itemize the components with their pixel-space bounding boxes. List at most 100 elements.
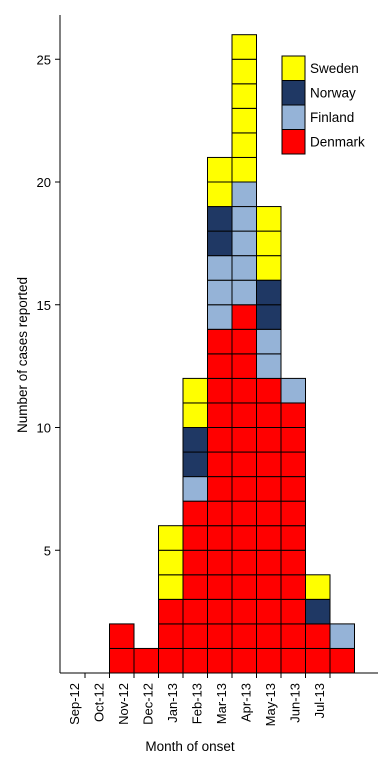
case-box-denmark-apr-13	[256, 451, 282, 478]
case-box-denmark-mar-13	[231, 476, 257, 502]
case-box-denmark-mar-13	[231, 500, 257, 527]
case-box-denmark-apr-13	[256, 647, 282, 674]
case-box-denmark-jan-13	[182, 549, 208, 576]
legend-swatch-finland	[281, 104, 306, 130]
case-box-sweden-dec-12	[158, 525, 184, 551]
case-box-denmark-may-13	[280, 427, 306, 453]
case-box-norway-jan-13	[182, 451, 208, 478]
case-box-denmark-may-13	[280, 402, 306, 429]
x-axis-ticks: Sep-12 Oct-12 Nov-12 Dec-12 Jan-13 Feb-13 Mar-…	[67, 673, 331, 726]
case-box-sweden-dec-12	[158, 549, 184, 576]
x-tick-label: Apr-13	[239, 683, 254, 722]
x-tick-label: Mar-13	[214, 683, 229, 724]
case-box-finland-mar-13	[231, 206, 257, 232]
case-box-denmark-dec-12	[158, 623, 184, 649]
y-tick-label: 10	[37, 421, 51, 436]
x-tick-label: Jun-13	[288, 683, 303, 723]
case-box-denmark-jul-13	[329, 647, 355, 674]
case-box-denmark-feb-13	[207, 328, 233, 355]
legend-label-denmark: Denmark	[310, 135, 365, 150]
case-box-denmark-apr-13	[256, 549, 282, 576]
case-box-norway-apr-13	[256, 279, 282, 306]
case-box-denmark-mar-13	[231, 549, 257, 576]
case-box-sweden-mar-13	[231, 34, 257, 60]
case-box-denmark-feb-13	[207, 353, 233, 379]
legend-swatch-denmark	[281, 129, 306, 155]
case-box-finland-feb-13	[207, 255, 233, 281]
case-box-denmark-feb-13	[207, 377, 233, 404]
legend-label-sweden: Sweden	[310, 61, 359, 76]
case-box-denmark-feb-13	[207, 427, 233, 453]
case-box-sweden-feb-13	[207, 181, 233, 208]
x-tick-label: May-13	[263, 683, 278, 726]
x-tick-label: Sep-12	[67, 683, 82, 725]
case-box-sweden-jan-13	[182, 377, 208, 404]
x-tick-label: Jan-13	[165, 683, 180, 723]
case-box-sweden-mar-13	[231, 132, 257, 158]
case-box-finland-mar-13	[231, 230, 257, 257]
x-tick-label: Feb-13	[190, 683, 205, 724]
case-box-denmark-feb-13	[207, 623, 233, 649]
case-box-sweden-mar-13	[231, 83, 257, 109]
case-box-denmark-mar-13	[231, 525, 257, 551]
case-box-denmark-mar-13	[231, 623, 257, 649]
case-box-denmark-may-13	[280, 623, 306, 649]
case-box-denmark-mar-13	[231, 377, 257, 404]
case-box-denmark-feb-13	[207, 476, 233, 502]
case-box-denmark-jan-13	[182, 525, 208, 551]
case-box-denmark-mar-13	[231, 427, 257, 453]
legend-swatch-norway	[281, 80, 306, 106]
case-box-denmark-jan-13	[182, 647, 208, 674]
case-box-finland-mar-13	[231, 279, 257, 306]
case-box-denmark-jan-13	[182, 598, 208, 625]
case-box-finland-jan-13	[182, 476, 208, 502]
case-box-denmark-feb-13	[207, 598, 233, 625]
case-box-denmark-feb-13	[207, 574, 233, 600]
case-box-denmark-mar-13	[231, 451, 257, 478]
case-box-finland-mar-13	[231, 181, 257, 208]
case-box-finland-may-13	[280, 377, 306, 404]
case-box-denmark-mar-13	[231, 598, 257, 625]
case-box-denmark-feb-13	[207, 451, 233, 478]
case-box-denmark-apr-13	[256, 598, 282, 625]
case-box-finland-feb-13	[207, 279, 233, 306]
case-box-sweden-mar-13	[231, 58, 257, 85]
legend: Sweden Norway Finland Denmark	[281, 55, 365, 155]
case-box-sweden-apr-13	[256, 206, 282, 232]
x-axis-label: Month of onset	[145, 739, 235, 754]
case-box-denmark-apr-13	[256, 525, 282, 551]
case-box-denmark-jan-13	[182, 500, 208, 527]
case-box-sweden-dec-12	[158, 574, 184, 600]
case-box-denmark-may-13	[280, 476, 306, 502]
case-box-denmark-mar-13	[231, 353, 257, 379]
case-box-denmark-jan-13	[182, 574, 208, 600]
case-box-denmark-apr-13	[256, 574, 282, 600]
x-tick-label: Nov-12	[116, 683, 131, 725]
case-box-finland-mar-13	[231, 255, 257, 281]
case-box-norway-feb-13	[207, 230, 233, 257]
case-box-denmark-may-13	[280, 598, 306, 625]
case-box-denmark-may-13	[280, 647, 306, 674]
case-box-denmark-jun-13	[305, 647, 331, 674]
x-tick-label: Jul-13	[312, 683, 327, 718]
case-box-denmark-mar-13	[231, 574, 257, 600]
case-box-norway-jan-13	[182, 427, 208, 453]
y-tick-label: 20	[37, 175, 51, 190]
case-box-sweden-jan-13	[182, 402, 208, 429]
case-box-sweden-apr-13	[256, 255, 282, 281]
case-box-denmark-may-13	[280, 500, 306, 527]
case-box-denmark-dec-12	[158, 647, 184, 674]
case-box-denmark-mar-13	[231, 328, 257, 355]
case-box-denmark-feb-13	[207, 647, 233, 674]
x-tick-label: Oct-12	[92, 683, 107, 722]
case-box-denmark-feb-13	[207, 500, 233, 527]
case-box-denmark-apr-13	[256, 476, 282, 502]
case-box-sweden-mar-13	[231, 156, 257, 183]
legend-swatch-sweden	[281, 55, 306, 81]
case-box-sweden-jun-13	[305, 574, 331, 600]
case-box-denmark-feb-13	[207, 549, 233, 576]
bars-layer	[109, 34, 355, 674]
case-box-finland-jul-13	[329, 623, 355, 649]
case-box-denmark-oct-12	[109, 623, 135, 649]
